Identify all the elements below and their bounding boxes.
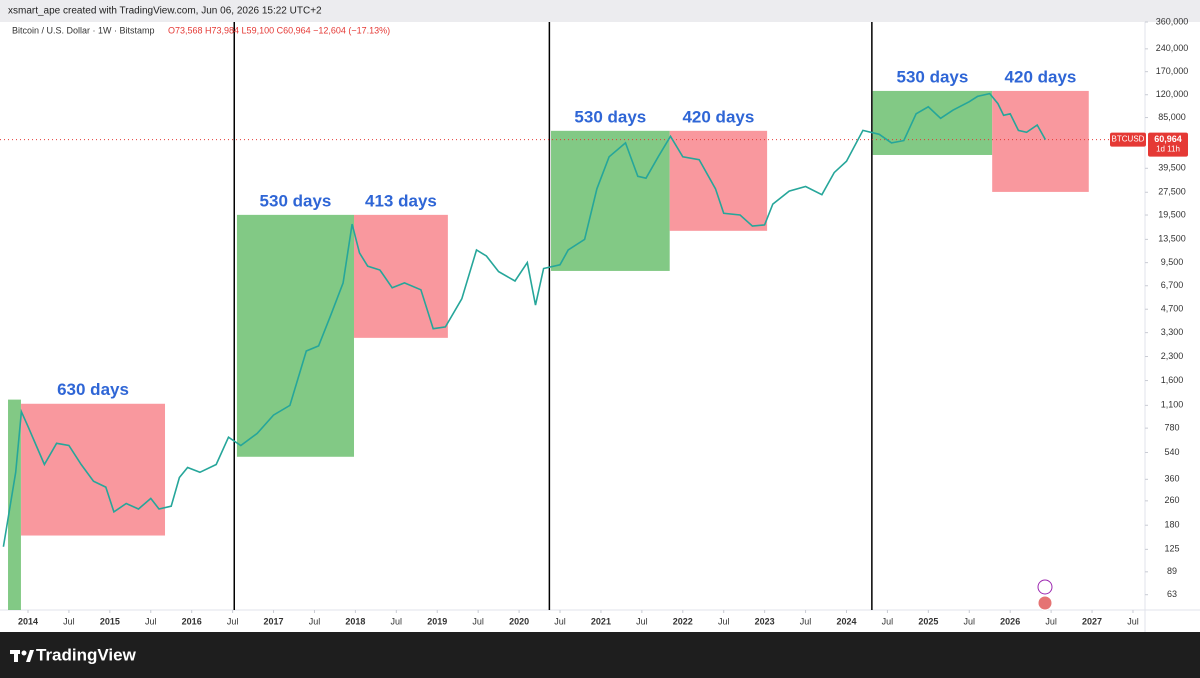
- y-tick-label: 360: [1164, 474, 1179, 484]
- y-tick-label: 180: [1164, 520, 1179, 530]
- x-tick-label: Jul: [63, 616, 75, 626]
- y-tick-label: 2,300: [1161, 351, 1184, 361]
- x-tick-label: Jul: [554, 616, 566, 626]
- brand: TradingView: [36, 645, 137, 664]
- x-tick-label: 2020: [509, 616, 529, 626]
- x-tick-label: 2024: [836, 616, 856, 626]
- x-tick-label: Jul: [391, 616, 403, 626]
- x-tick-label: Jul: [145, 616, 157, 626]
- y-tick-label: 85,000: [1158, 112, 1186, 122]
- logo-shape: [14, 650, 18, 662]
- y-tick-label: 240,000: [1156, 43, 1189, 53]
- y-tick-label: 63: [1167, 589, 1177, 599]
- y-tick-label: 27,500: [1158, 187, 1186, 197]
- footer-bar: [0, 632, 1200, 678]
- x-tick-label: 2016: [182, 616, 202, 626]
- x-tick-label: 2015: [100, 616, 120, 626]
- range-box: [21, 403, 166, 536]
- x-tick-label: Jul: [718, 616, 730, 626]
- x-tick-label: Jul: [964, 616, 976, 626]
- x-tick-label: 2017: [264, 616, 284, 626]
- y-tick-label: 39,500: [1158, 163, 1186, 173]
- logo-shape: [26, 650, 34, 662]
- box-label: 530 days: [260, 191, 332, 210]
- range-box: [354, 214, 448, 338]
- y-tick-label: 360,000: [1156, 16, 1189, 26]
- x-tick-label: 2023: [755, 616, 775, 626]
- box-label: 530 days: [897, 67, 969, 86]
- plot: [0, 22, 1145, 610]
- x-tick-label: 2021: [591, 616, 611, 626]
- ohlc-info: O73,568 H73,984 L59,100 C60,964 −12,604 …: [168, 25, 390, 35]
- countdown-label: 1d 11h: [1156, 145, 1180, 154]
- symbol-badge-label: BTCUSD: [1112, 135, 1145, 144]
- x-tick-label: 2019: [427, 616, 447, 626]
- box-label: 630 days: [57, 380, 129, 399]
- y-tick-label: 4,700: [1161, 304, 1184, 314]
- x-tick-label: Jul: [472, 616, 484, 626]
- y-tick-label: 3,300: [1161, 327, 1184, 337]
- price-badge-label: 60,964: [1154, 134, 1182, 144]
- box-label: 530 days: [574, 107, 646, 126]
- y-tick-label: 1,100: [1161, 400, 1184, 410]
- price-badge: [1148, 132, 1188, 157]
- range-box: [992, 90, 1089, 192]
- x-tick-label: Jul: [1045, 616, 1057, 626]
- x-tick-label: Jul: [800, 616, 812, 626]
- y-tick-label: 780: [1164, 422, 1179, 432]
- x-tick-label: Jul: [882, 616, 894, 626]
- y-tick-label: 6,700: [1161, 280, 1184, 290]
- y-tick-label: 9,500: [1161, 257, 1184, 267]
- x-tick-label: 2027: [1082, 616, 1102, 626]
- y-tick-label: 125: [1164, 544, 1179, 554]
- y-tick-label: 540: [1164, 447, 1179, 457]
- x-tick-label: Jul: [636, 616, 648, 626]
- x-tick-label: 2026: [1000, 616, 1020, 626]
- y-tick-label: 260: [1164, 495, 1179, 505]
- box-label: 420 days: [682, 107, 754, 126]
- box-label: 413 days: [365, 191, 437, 210]
- event-icon: [1037, 579, 1053, 595]
- range-box: [669, 130, 768, 231]
- x-tick-label: Jul: [309, 616, 321, 626]
- x-tick-label: 2014: [18, 616, 38, 626]
- price-line: [2, 92, 1047, 547]
- overlay: 63 89 125 180 260 360 540 780 1,100 1,600 2,300 3,3…: [18, 16, 1188, 626]
- y-tick-label: 13,500: [1158, 234, 1186, 244]
- x-tick-label: 2022: [673, 616, 693, 626]
- x-tick-label: 2018: [345, 616, 365, 626]
- attribution: xsmart_ape created with TradingView.com,…: [8, 6, 322, 17]
- event-icons: [1037, 579, 1053, 611]
- x-tick-label: 2025: [918, 616, 938, 626]
- box-label: 420 days: [1005, 67, 1077, 86]
- logo-shape: [21, 650, 27, 656]
- x-tick-label: Jul: [1127, 616, 1139, 626]
- y-tick-label: 120,000: [1156, 89, 1189, 99]
- symbol-badge: [1110, 132, 1146, 147]
- y-tick-label: 170,000: [1156, 66, 1189, 76]
- range-box: [872, 90, 993, 155]
- y-tick-label: 1,600: [1161, 375, 1184, 385]
- header-bar: [0, 0, 1200, 22]
- range-box: [236, 214, 355, 457]
- event-icon: [1037, 595, 1053, 611]
- y-tick-label: 89: [1167, 566, 1177, 576]
- brand-logo: [10, 650, 34, 662]
- y-tick-label: 19,500: [1158, 209, 1186, 219]
- symbol-info: Bitcoin / U.S. Dollar · 1W · Bitstamp: [12, 25, 155, 35]
- x-tick-label: Jul: [227, 616, 239, 626]
